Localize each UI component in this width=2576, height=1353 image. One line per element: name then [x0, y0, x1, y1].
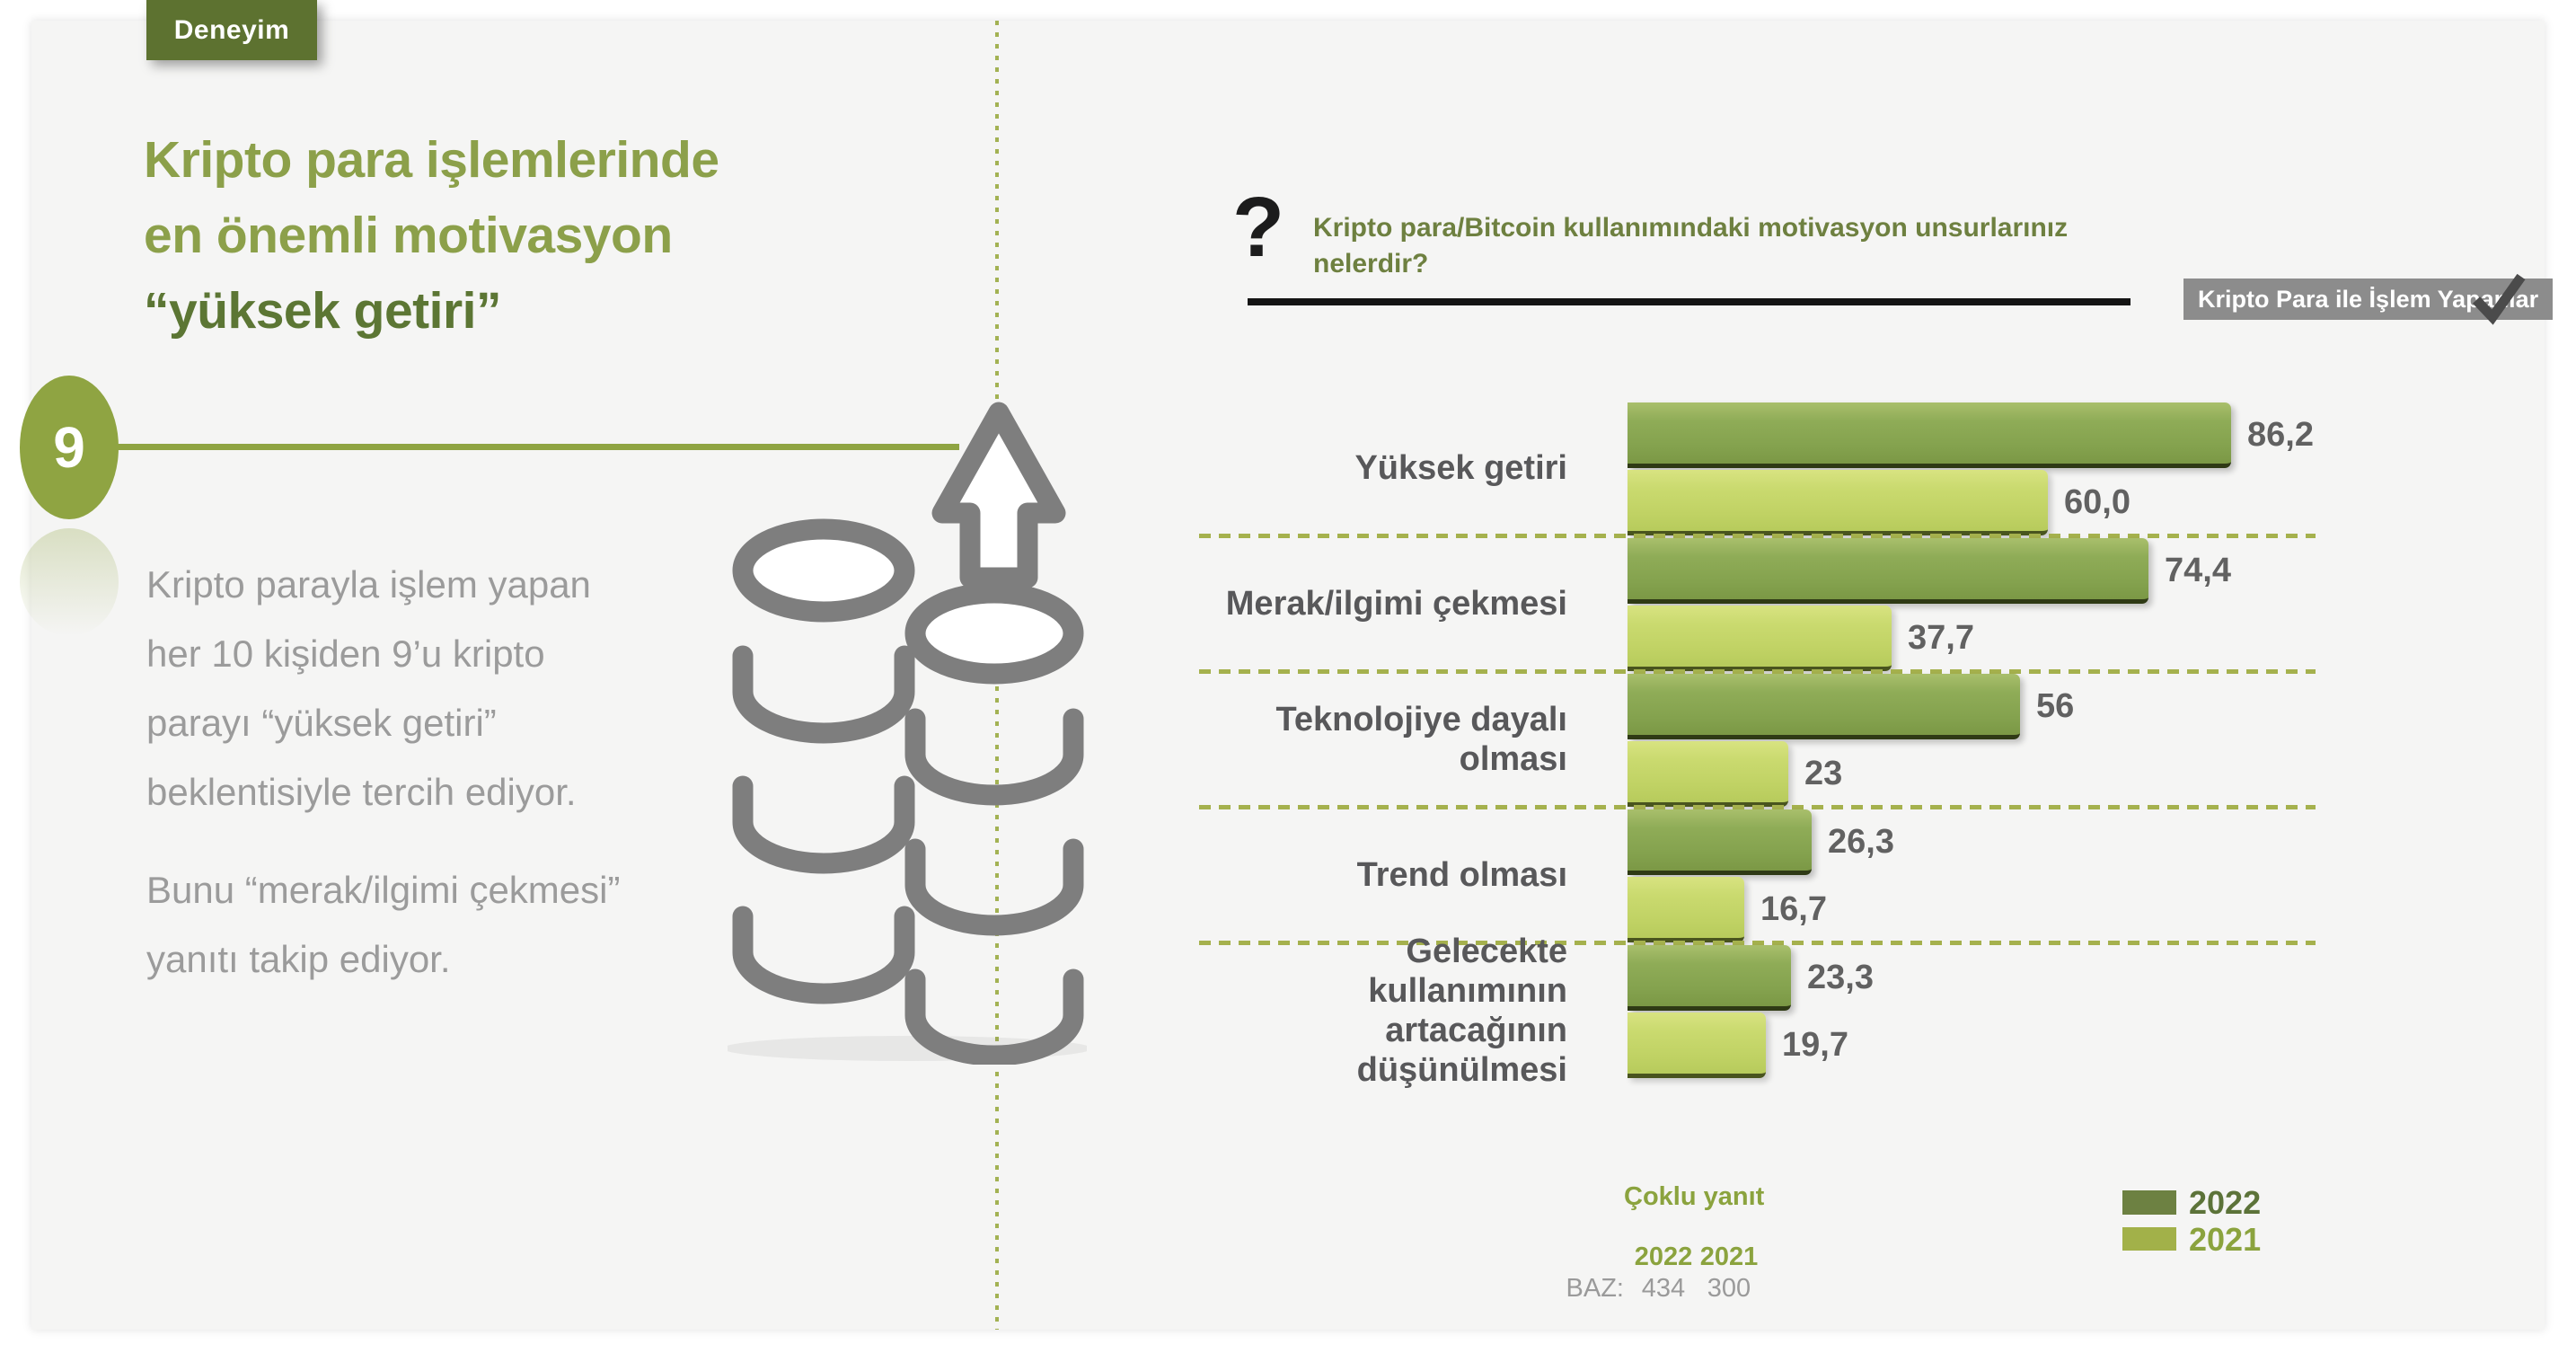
baz-label: BAZ: — [1566, 1274, 1624, 1303]
value-label: 74,4 — [2165, 552, 2231, 589]
number-badge-label: 9 — [53, 415, 85, 480]
category-label: Teknolojiye dayalı olması — [1275, 700, 1567, 778]
intro-paragraph-1: Kripto parayla işlem yapan her 10 kişide… — [146, 563, 591, 813]
row-separator — [1199, 534, 2316, 538]
bar-2022-3 — [1628, 674, 2020, 739]
bar-2021-3 — [1628, 741, 1788, 807]
category-label: Yüksek getiri — [1354, 448, 1567, 487]
question-mark-icon: ? — [1232, 180, 1285, 275]
number-badge: 9 — [20, 376, 119, 519]
bar-2021-2 — [1628, 606, 1892, 671]
baz-year-2022: 2022 — [1634, 1242, 1693, 1271]
tag-deneyim: Deneyim — [146, 0, 317, 60]
number-connector-line — [112, 444, 959, 450]
bar-2022-4 — [1628, 809, 1812, 875]
bar-2021-4 — [1628, 877, 1744, 942]
value-label: 26,3 — [1828, 823, 1894, 861]
question-underline — [1248, 298, 2130, 305]
chart-note: Çoklu yanıt — [1624, 1182, 1765, 1211]
baz-value-2021: 300 — [1707, 1274, 1751, 1303]
value-label: 60,0 — [2064, 483, 2130, 521]
legend-label-2022: 2022 — [2189, 1184, 2262, 1221]
page-title: Kripto para işlemlerinde en önemli motiv… — [144, 131, 719, 264]
bar-2022-2 — [1628, 538, 2148, 604]
value-label: 19,7 — [1782, 1026, 1848, 1064]
row-separator — [1199, 669, 2316, 674]
bar-2022-5 — [1628, 945, 1791, 1011]
category-label: Gelecekte kullanımının artacağının düşün… — [1356, 932, 1567, 1089]
legend-label-2021: 2021 — [2189, 1221, 2262, 1258]
bar-2022-1 — [1628, 402, 2231, 468]
baz-year-2021: 2021 — [1699, 1242, 1759, 1271]
bar-2021-5 — [1628, 1013, 1766, 1078]
value-label: 86,2 — [2247, 416, 2314, 454]
checkmark-icon — [2473, 273, 2526, 325]
value-label: 16,7 — [1760, 890, 1827, 928]
bar-2021-1 — [1628, 470, 2048, 535]
legend-swatch-2022 — [2122, 1190, 2176, 1215]
value-label: 56 — [2036, 687, 2075, 725]
intro-paragraph-2: Bunu “merak/ilgimi çekmesi” yanıtı takip… — [146, 869, 621, 980]
category-label: Trend olması — [1356, 855, 1567, 894]
slide-background — [31, 21, 2545, 1330]
category-label: Merak/ilgimi çekmesi — [1225, 584, 1567, 623]
number-badge-reflection — [20, 528, 119, 636]
value-label: 23,3 — [1807, 959, 1874, 996]
baz-value-2022: 434 — [1641, 1274, 1686, 1303]
value-label: 23 — [1804, 755, 1843, 792]
legend-swatch-2021 — [2122, 1227, 2176, 1251]
survey-question: Kripto para/Bitcoin kullanımındaki motiv… — [1313, 213, 2069, 279]
row-separator — [1199, 805, 2316, 809]
coins-growth-icon — [728, 402, 1087, 1065]
row-separator — [1199, 941, 2316, 945]
bar-chart: Yüksek getiri 86,2 60,0 Merak/ilgimi çekmes… — [1199, 400, 2322, 1089]
page-title-emphasis: “yüksek getiri” — [144, 282, 502, 340]
value-label: 37,7 — [1908, 619, 1974, 657]
